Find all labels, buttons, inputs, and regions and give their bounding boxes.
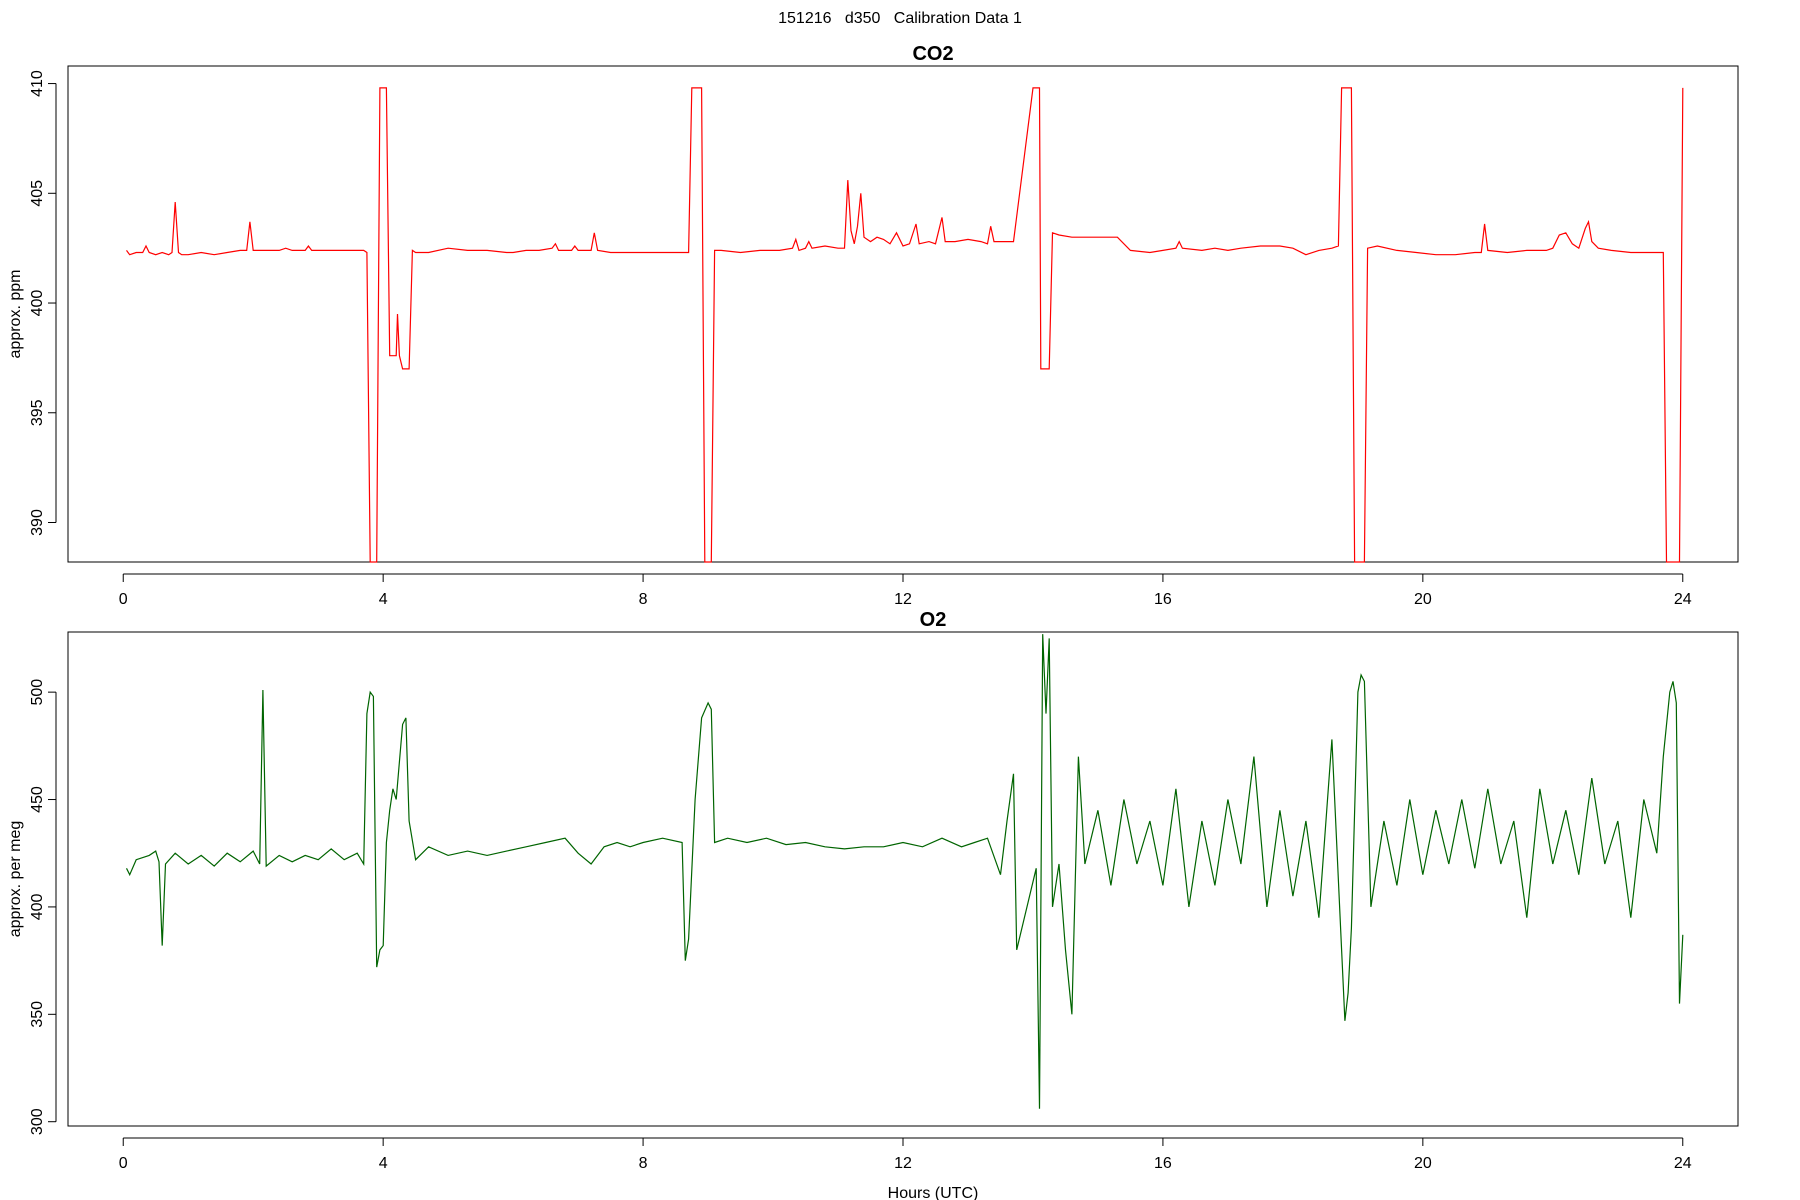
o2-y-tick-label: 300 [29,1108,46,1135]
o2-x-tick-label: 16 [1154,1155,1172,1172]
co2-y-tick-label: 405 [29,180,46,207]
co2-panel-title: CO2 [912,43,953,65]
co2-plot-frame [67,65,1739,563]
co2-y-axis-title: approx. ppm [7,270,24,359]
co2-x-tick-label: 8 [639,591,648,608]
o2-x-tick-label: 0 [119,1155,128,1172]
o2-x-axis-title: Hours (UTC) [888,1185,979,1200]
o2-series-line [125,634,1684,1109]
o2-y-tick-label: 500 [29,679,46,706]
co2-y-tick-label: 395 [29,399,46,426]
o2-panel-title: O2 [920,609,947,631]
co2-y-tick-label: 390 [29,509,46,536]
o2-y-tick-label: 450 [29,786,46,813]
co2-x-tick-label: 16 [1154,591,1172,608]
figure-title: 151216 d350 Calibration Data 1 [778,10,1022,27]
co2-panel: CO2 0 4 8 12 16 20 24 390 395 400 405 410 approx. ppm [7,43,1739,608]
co2-x-tick-label: 12 [894,591,912,608]
co2-x-tick-label: 0 [119,591,128,608]
o2-x-tick-label: 12 [894,1155,912,1172]
o2-x-tick-label: 20 [1414,1155,1432,1172]
co2-y-tick-label: 400 [29,290,46,317]
o2-panel: O2 0 4 8 12 16 20 24 300 350 400 450 500 approx. per … [7,609,1739,1200]
o2-x-tick-label: 24 [1674,1155,1692,1172]
o2-y-axis-title: approx. per meg [7,821,24,938]
o2-y-tick-label: 400 [29,893,46,920]
o2-x-tick-label: 4 [379,1155,388,1172]
co2-x-tick-label: 24 [1674,591,1692,608]
co2-x-tick-label: 20 [1414,591,1432,608]
o2-plot-frame [67,631,1739,1127]
o2-y-tick-label: 350 [29,1001,46,1028]
o2-x-tick-label: 8 [639,1155,648,1172]
co2-x-tick-label: 4 [379,591,388,608]
co2-y-tick-label: 410 [29,70,46,97]
co2-series-line [126,87,1684,563]
